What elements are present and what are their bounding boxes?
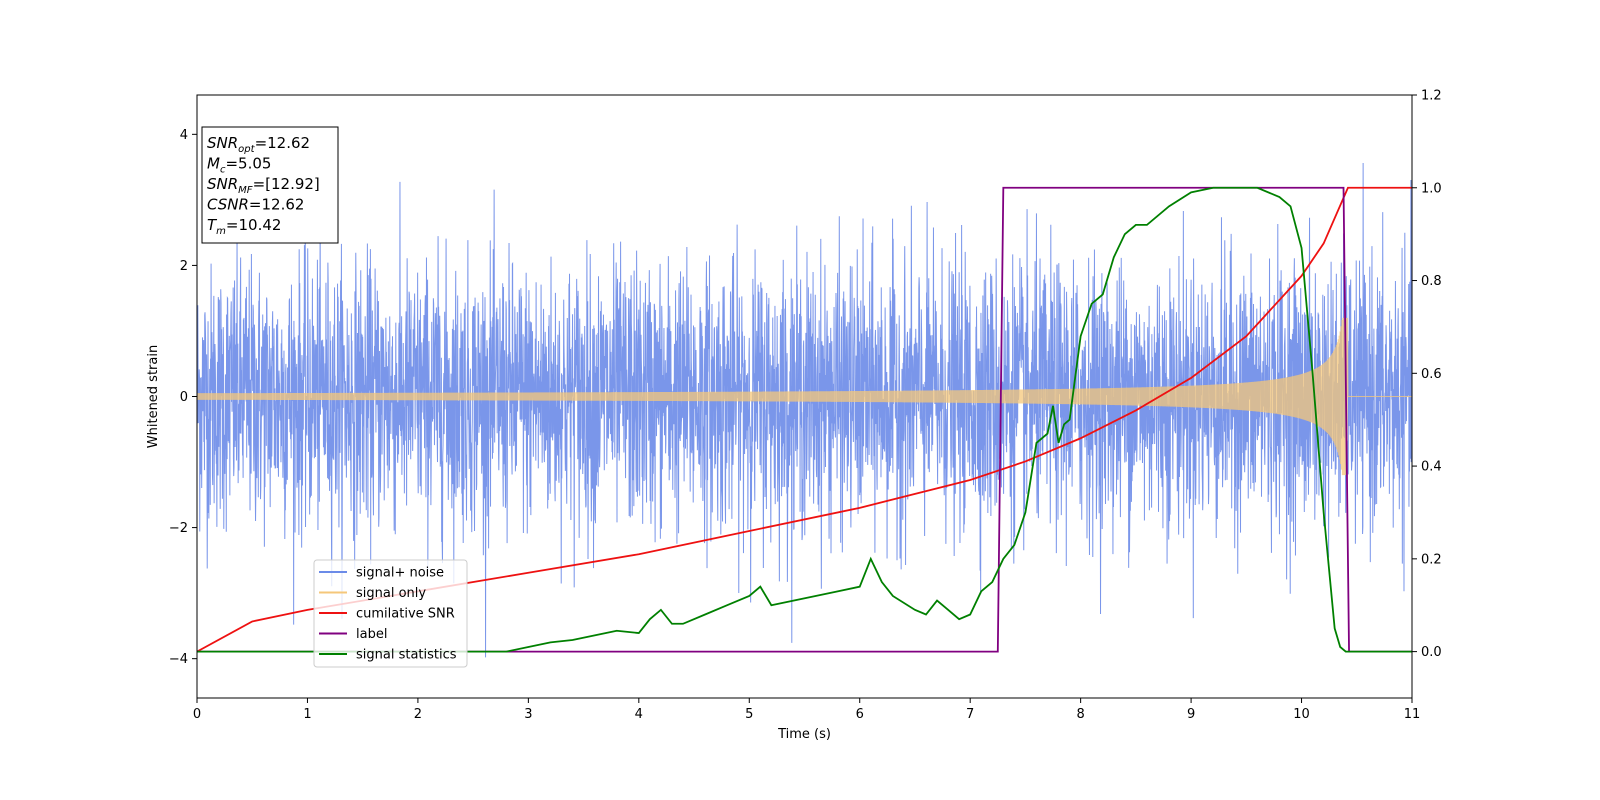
legend-label: signal+ noise — [356, 566, 444, 581]
y-right-tick-label: 0.0 — [1421, 645, 1442, 660]
x-tick-label: 4 — [635, 707, 643, 722]
y-right-tick-label: 1.0 — [1421, 181, 1442, 196]
y-right-tick-label: 0.6 — [1421, 367, 1442, 382]
x-tick-label: 3 — [524, 707, 532, 722]
x-tick-label: 7 — [966, 707, 974, 722]
info-line: SNRMF=[12.92] — [207, 175, 320, 196]
legend: signal+ noise signal only cumilative SNR la… — [313, 559, 468, 668]
x-tick-label: 0 — [193, 707, 201, 722]
info-line: Tm=10.42 — [207, 216, 281, 237]
y-axis-label: Whitened strain — [146, 345, 161, 448]
info-line: Mc=5.05 — [207, 155, 271, 176]
x-tick-label: 6 — [856, 707, 864, 722]
y-left-tick-label: −2 — [169, 521, 188, 536]
x-tick-label: 11 — [1404, 707, 1421, 722]
x-tick-label: 1 — [303, 707, 311, 722]
x-tick-label: 5 — [745, 707, 753, 722]
legend-label: signal statistics — [356, 648, 457, 663]
info-box: SNRopt=12.62Mc=5.05SNRMF=[12.92]CSNR=12.… — [201, 126, 339, 244]
info-box-frame — [201, 126, 339, 244]
series-signal-statistics — [197, 186, 1412, 653]
x-tick-label: 8 — [1076, 707, 1084, 722]
series-signal-only — [197, 317, 1412, 476]
legend-frame — [313, 559, 468, 668]
y-right-tick-label: 0.2 — [1421, 552, 1442, 567]
axes-layer: 0 1 2 3 4 5 6 7 8 9 10 11 −4 −2 0 2 4 0.0 0.2 0.4 0.6 0.8 1.0 1… — [169, 89, 1442, 723]
y-right-tick-label: 1.2 — [1421, 89, 1442, 104]
x-tick-label: 9 — [1187, 707, 1195, 722]
legend-label: signal only — [356, 586, 426, 601]
info-line: SNRopt=12.62 — [207, 134, 310, 155]
legend-label: cumilative SNR — [356, 607, 455, 622]
y-left-tick-label: 2 — [180, 259, 188, 274]
legend-label: label — [356, 627, 387, 642]
y-left-tick-label: 0 — [180, 390, 188, 405]
x-tick-label: 2 — [414, 707, 422, 722]
info-line: CSNR=12.62 — [207, 196, 304, 214]
x-axis-label: Time (s) — [777, 727, 831, 742]
y-left-tick-label: 4 — [180, 128, 188, 143]
x-tick-label: 10 — [1293, 707, 1310, 722]
y-left-tick-label: −4 — [169, 652, 188, 667]
y-right-tick-label: 0.8 — [1421, 274, 1442, 289]
y-right-tick-label: 0.4 — [1421, 460, 1442, 475]
